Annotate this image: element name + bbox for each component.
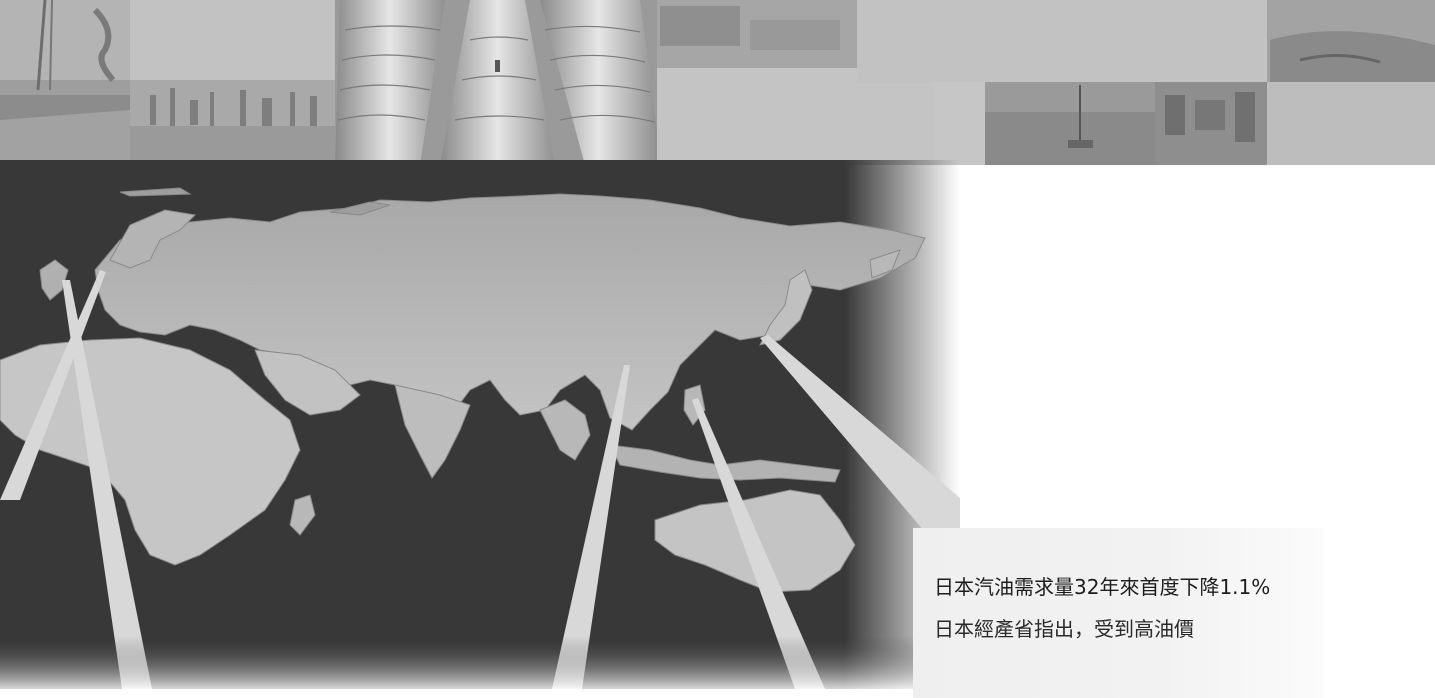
oil-rig-photo [0,0,130,165]
eurasia-map-panel [0,160,960,689]
japan-news-callout: 日本汽油需求量32年來首度下降1.1% 日本經產省指出，受到高油價 [913,528,1323,698]
callout-headline: 日本汽油需求量32年來首度下降1.1% [934,575,1271,599]
offshore-platform-photo [657,0,1155,165]
header-photo-collage [0,0,1435,165]
industrial-plant-photo [1155,0,1435,165]
refinery-photo [130,0,335,165]
pipeline-photo [335,0,657,165]
callout-body-text: 日本經產省指出，受到高油價 [934,617,1194,641]
